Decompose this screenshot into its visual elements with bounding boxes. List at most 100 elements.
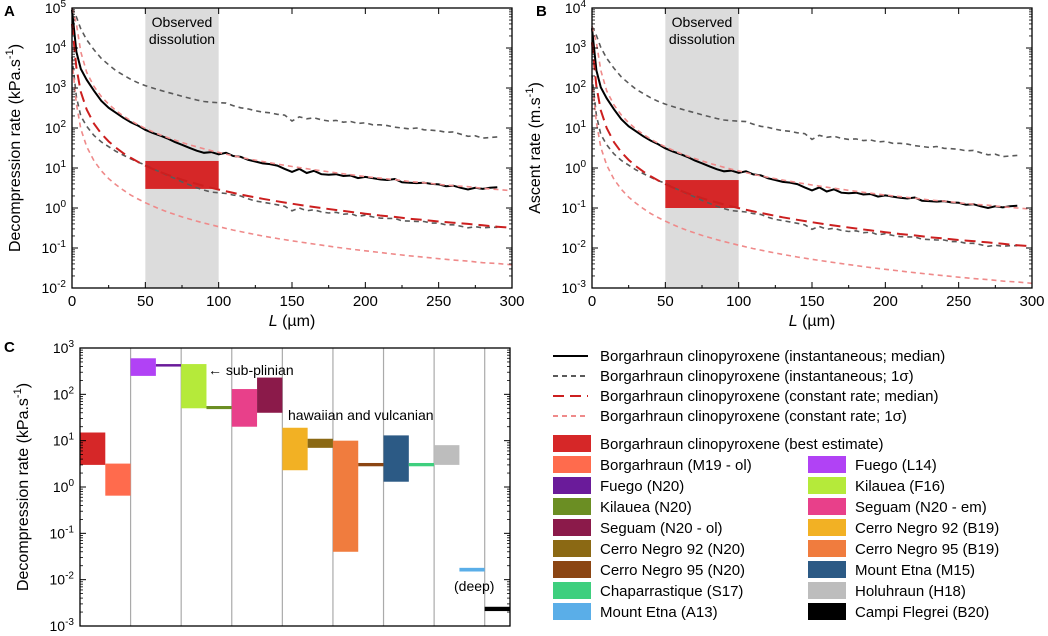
legend-swatch <box>808 477 846 494</box>
legend-swatch-label: Mount Etna (A13) <box>600 604 718 621</box>
legend: Borgarhraun clinopyroxene (instantaneous… <box>553 348 999 621</box>
series-line-b-2 <box>591 75 1018 248</box>
x-tick-label: 200 <box>873 293 898 310</box>
x-axis-label-b: L (µm) <box>789 313 836 330</box>
legend-swatch-label: Fuego (N20) <box>600 478 684 495</box>
range-bar-chaparrastique-s17 <box>408 462 435 467</box>
x-tick-label: 300 <box>499 293 524 310</box>
annotation-hawaiian-vulcanian: hawaiian and vulcanian <box>288 407 434 423</box>
y-tick-label: 100 <box>45 199 67 216</box>
legend-swatch-label: Borgarhraun clinopyroxene (best estimate… <box>600 436 883 453</box>
annotation-deep: (deep) <box>454 578 494 594</box>
legend-line-label: Borgarhraun clinopyroxene (instantaneous… <box>600 348 945 365</box>
y-tick-label: 102 <box>53 385 75 402</box>
legend-swatch <box>808 582 846 599</box>
range-bar-cerro-negro-92-b19 <box>282 427 308 471</box>
y-tick-label: 102 <box>45 119 67 136</box>
legend-swatch-label: Cerro Negro 92 (B19) <box>855 520 999 537</box>
y-tick-label: 10-2 <box>562 239 587 256</box>
range-bar-borgarhraun-m19-ol <box>105 463 131 496</box>
y-axis-label-c: Decompression rate (kPa.s-1) <box>12 383 32 591</box>
range-bar-mount-etna-a13 <box>459 567 485 572</box>
legend-swatch <box>808 540 846 557</box>
range-bar-seguam-n20-ol <box>257 377 283 413</box>
legend-swatch-label: Holuhraun (H18) <box>855 583 966 600</box>
x-tick-label: 50 <box>137 293 154 310</box>
legend-swatch <box>553 477 591 494</box>
y-tick-label: 102 <box>565 79 587 96</box>
series-line-b-1 <box>591 26 1018 158</box>
dissolution-label-a: dissolution <box>149 31 215 47</box>
y-tick-label: 101 <box>53 432 75 449</box>
panel-label-b: B <box>536 3 547 20</box>
panel-a-chart: 0 50 100 150 200 250 300 10-2 10-1 100 101 102 103 10… <box>4 0 525 330</box>
legend-swatch <box>808 498 846 515</box>
x-tick-label: 250 <box>946 293 971 310</box>
range-bar-holuhraun-h18 <box>434 445 460 465</box>
observed-label-a: Observed <box>152 14 213 30</box>
series-line-a-4 <box>71 7 513 192</box>
y-tick-label: 101 <box>565 119 587 136</box>
range-bar-mount-etna-m15 <box>383 435 409 482</box>
legend-swatch-label: Kilauea (F16) <box>855 478 945 495</box>
range-bar-seguam-n20-em <box>231 389 258 427</box>
legend-swatch <box>808 603 846 620</box>
range-bar-cerro-negro-95-b19 <box>332 440 359 552</box>
y-tick-label: 100 <box>565 159 587 176</box>
series-line-a-2 <box>71 56 498 229</box>
legend-swatch-label: Mount Etna (M15) <box>855 562 975 579</box>
legend-swatch <box>553 456 591 473</box>
legend-swatch <box>553 498 591 515</box>
observed-dissolution-region-b <box>665 8 739 288</box>
y-tick-label: 103 <box>565 39 587 56</box>
x-tick-label: 150 <box>799 293 824 310</box>
range-bar-kilauea-f16 <box>181 364 207 409</box>
y-tick-label: 103 <box>53 339 75 356</box>
y-tick-label: 10-3 <box>562 279 587 296</box>
y-tick-label: 10-3 <box>50 617 75 634</box>
legend-swatch <box>553 519 591 536</box>
legend-line-label: Borgarhraun clinopyroxene (instantaneous… <box>600 368 914 385</box>
legend-swatch-label: Cerro Negro 92 (N20) <box>600 541 745 558</box>
y-tick-label: 101 <box>45 159 67 176</box>
x-tick-label: 150 <box>279 293 304 310</box>
axes-frame-a <box>71 7 513 289</box>
x-axis-label-a: L (µm) <box>269 313 316 330</box>
legend-swatch <box>808 456 846 473</box>
range-bar-cerro-negro-95-n20 <box>358 462 384 467</box>
legend-swatch <box>808 519 846 536</box>
legend-swatch-label: Cerro Negro 95 (B19) <box>855 541 999 558</box>
series-line-a-0 <box>71 9 498 191</box>
best-estimate-box-b <box>665 180 739 208</box>
y-axis-label-a: Decompression rate (kPa.s-1) <box>4 44 24 252</box>
range-bar-borgarhraun-clinopyroxene-best-estimate <box>80 432 106 465</box>
x-tick-label: 200 <box>353 293 378 310</box>
legend-swatch-label: Seguam (N20 - ol) <box>600 520 723 537</box>
y-tick-label: 100 <box>53 478 75 495</box>
legend-line-label: Borgarhraun clinopyroxene (constant rate… <box>600 408 907 425</box>
legend-swatch-label: Kilauea (N20) <box>600 499 692 516</box>
y-tick-label: 105 <box>45 0 67 16</box>
panel-label-a: A <box>4 3 15 20</box>
panel-label-c: C <box>4 339 15 356</box>
y-tick-label: 10-2 <box>42 279 67 296</box>
legend-swatch <box>553 540 591 557</box>
series-line-b-3 <box>591 42 1033 248</box>
range-bar-cerro-negro-92-n20 <box>307 438 333 448</box>
legend-swatch <box>553 603 591 620</box>
series-line-b-4 <box>591 26 1033 210</box>
legend-swatch-label: Chaparrastique (S17) <box>600 583 743 600</box>
legend-line-label: Borgarhraun clinopyroxene (constant rate… <box>600 388 939 405</box>
legend-swatch <box>808 561 846 578</box>
axes-frame-c <box>79 347 511 627</box>
legend-swatch-label: Borgarhraun (M19 - ol) <box>600 457 752 474</box>
dissolution-label-b: dissolution <box>669 31 735 47</box>
series-line-a-5 <box>71 59 513 266</box>
range-bar-fuego-n20 <box>155 364 182 367</box>
legend-swatch <box>553 435 591 452</box>
legend-swatch-label: Cerro Negro 95 (N20) <box>600 562 745 579</box>
series-line-a-1 <box>71 7 498 139</box>
y-tick-label: 104 <box>565 0 587 16</box>
y-tick-label: 10-2 <box>50 571 75 588</box>
